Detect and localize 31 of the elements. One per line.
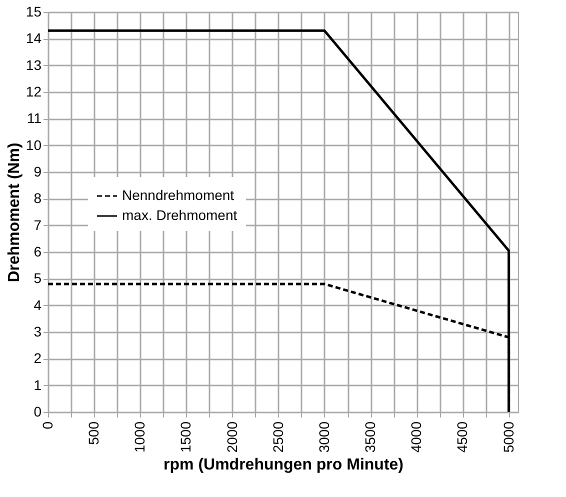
- x-tick-label: 2500: [270, 421, 286, 453]
- y-tick-label: 8: [34, 190, 42, 206]
- legend-label: Nenndrehmoment: [122, 187, 234, 203]
- y-tick-label: 13: [26, 56, 42, 73]
- x-tick-label: 4500: [454, 421, 470, 453]
- x-tick-label: 0: [40, 421, 56, 430]
- y-tick-label: 10: [26, 136, 42, 153]
- y-tick-label: 9: [34, 164, 42, 180]
- y-tick-label: 15: [26, 4, 42, 20]
- y-tick-label: 4: [34, 296, 42, 313]
- x-tick-label: 2000: [224, 421, 240, 453]
- x-tick-label: 3500: [362, 421, 378, 453]
- y-tick-label: 7: [34, 216, 42, 233]
- y-tick-label: 6: [34, 244, 42, 260]
- y-tick-label: 3: [34, 324, 42, 340]
- y-tick-label: 12: [26, 84, 42, 100]
- x-tick-label: 3000: [316, 421, 332, 453]
- x-tick-label: 5000: [500, 421, 516, 453]
- y-tick-label: 5: [34, 270, 42, 286]
- y-tick-label: 2: [34, 350, 42, 366]
- x-tick-label: 1500: [178, 421, 194, 453]
- x-tick-label: 500: [86, 421, 102, 445]
- y-tick-label: 11: [26, 110, 42, 126]
- y-tick-label: 14: [26, 30, 42, 46]
- x-tick-label: 1000: [132, 421, 148, 453]
- y-axis-title: Drehmoment (Nm): [6, 142, 23, 282]
- x-axis-title: rpm (Umdrehungen pro Minute): [164, 456, 404, 474]
- legend-label: max. Drehmoment: [122, 207, 238, 223]
- y-tick-label: 1: [34, 376, 42, 393]
- x-tick-label: 4000: [408, 421, 424, 453]
- y-tick-label: 0: [34, 404, 42, 420]
